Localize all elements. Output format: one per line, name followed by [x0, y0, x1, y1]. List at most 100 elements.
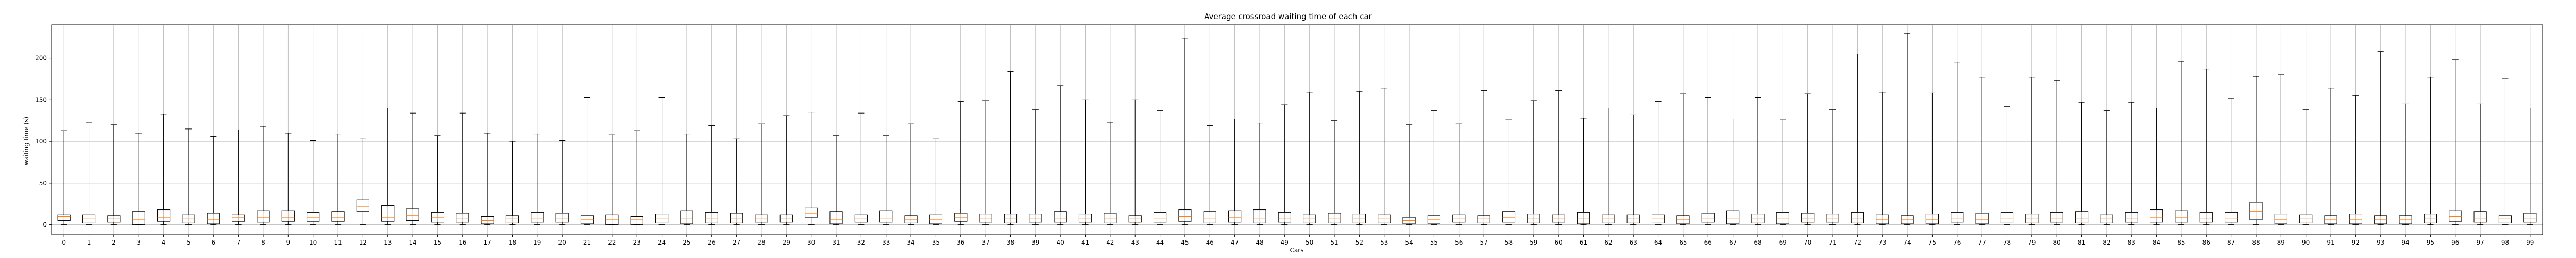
iqr-box: [381, 205, 395, 222]
x-tick-label: 0: [62, 239, 66, 246]
x-tick-label: 9: [286, 239, 291, 246]
x-tick-label: 65: [1679, 239, 1687, 246]
iqr-box: [2125, 212, 2138, 223]
x-tick-label: 70: [1804, 239, 1811, 246]
box-plot: [1577, 118, 1590, 225]
x-tick-label: 25: [683, 239, 690, 246]
box-plot: [1925, 92, 1939, 225]
iqr-box: [207, 213, 220, 224]
box-plot: [705, 125, 718, 225]
y-axis-ticks: 0 50 100 150 200: [35, 55, 52, 229]
box-plot: [2324, 88, 2337, 225]
box-plot: [2349, 95, 2362, 225]
iqr-box: [805, 207, 818, 218]
box-plot: [2498, 78, 2512, 225]
iqr-box: [2349, 214, 2362, 224]
x-tick-label: 3: [137, 239, 141, 246]
box-plot: [107, 124, 121, 225]
iqr-box: [730, 213, 743, 223]
box-plot: [2075, 102, 2089, 225]
x-tick-label: 26: [708, 239, 716, 246]
box-plot: [1004, 71, 1018, 225]
box-plot: [1776, 119, 1789, 225]
box-plot: [132, 133, 145, 225]
iqr-box: [755, 214, 768, 223]
iqr-box: [1278, 212, 1291, 223]
x-tick-label: 32: [857, 239, 865, 246]
iqr-box: [630, 216, 643, 225]
x-tick-label: 45: [1181, 239, 1189, 246]
y-tick-label: 100: [35, 138, 47, 145]
iqr-box: [2449, 210, 2462, 222]
x-tick-label: 60: [1555, 239, 1563, 246]
iqr-box: [257, 210, 270, 223]
box-plot: [680, 134, 693, 225]
x-tick-label: 50: [1306, 239, 1313, 246]
box-plot: [57, 130, 71, 225]
iqr-box: [456, 213, 469, 223]
x-tick-label: 43: [1131, 239, 1139, 246]
box-plot: [1228, 119, 1242, 225]
iqr-box: [1577, 212, 1590, 224]
iqr-box: [2424, 214, 2437, 223]
x-tick-label: 87: [2227, 239, 2235, 246]
x-tick-label: 96: [2451, 239, 2459, 246]
iqr-box: [406, 208, 419, 221]
x-tick-label: 4: [162, 239, 166, 246]
iqr-box: [1801, 213, 1815, 223]
x-tick-label: 15: [434, 239, 442, 246]
iqr-box: [1228, 210, 1242, 223]
x-tick-label: 90: [2302, 239, 2310, 246]
box-plot: [929, 138, 943, 225]
box-plot: [1552, 90, 1565, 225]
box-plot: [1527, 100, 1540, 225]
box-plot: [2149, 108, 2163, 225]
x-tick-label: 93: [2377, 239, 2384, 246]
x-tick-label: 49: [1281, 239, 1289, 246]
box-plot: [1128, 99, 1142, 225]
x-tick-label: 6: [211, 239, 215, 246]
iqr-box: [1253, 209, 1266, 223]
iqr-box: [2025, 214, 2039, 223]
x-tick-label: 94: [2401, 239, 2409, 246]
x-tick-label: 55: [1430, 239, 1438, 246]
box-plot: [2473, 103, 2487, 225]
iqr-box: [1104, 213, 1117, 223]
iqr-box: [2075, 211, 2089, 223]
box-plot: [2399, 103, 2412, 225]
x-tick-label: 84: [2153, 239, 2160, 246]
x-tick-label: 13: [384, 239, 392, 246]
iqr-box: [1153, 212, 1167, 223]
box-plot: [431, 135, 445, 225]
box-plot: [2050, 80, 2063, 225]
x-tick-label: 35: [932, 239, 940, 246]
box-plot: [854, 112, 868, 225]
x-tick-label: 79: [2028, 239, 2036, 246]
box-plot: [979, 100, 992, 225]
x-tick-label: 53: [1380, 239, 1388, 246]
iqr-box: [2274, 214, 2287, 224]
iqr-box: [1054, 211, 1067, 223]
x-tick-label: 20: [558, 239, 566, 246]
chart-title: Average crossroad waiting time of each c…: [1204, 12, 1372, 21]
iqr-box: [1352, 214, 1366, 223]
x-tick-label: 71: [1828, 239, 1836, 246]
iqr-box: [680, 210, 693, 224]
x-tick-label: 14: [409, 239, 416, 246]
box-plot: [1303, 92, 1316, 225]
x-tick-label: 48: [1256, 239, 1263, 246]
x-tick-label: 46: [1206, 239, 1214, 246]
grid-lines: [52, 25, 2543, 235]
box-plot: [2299, 109, 2313, 225]
iqr-box: [555, 213, 569, 223]
box-plot: [2424, 77, 2437, 225]
box-plot: [1726, 119, 1740, 225]
x-tick-label: 67: [1729, 239, 1737, 246]
box-plot: [531, 134, 544, 225]
x-tick-label: 77: [1978, 239, 1986, 246]
box-plot: [456, 112, 469, 225]
x-tick-label: 69: [1779, 239, 1787, 246]
x-tick-label: 41: [1081, 239, 1089, 246]
x-tick-label: 97: [2476, 239, 2484, 246]
